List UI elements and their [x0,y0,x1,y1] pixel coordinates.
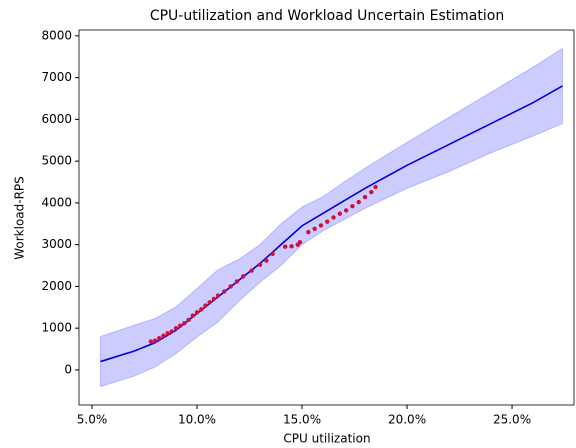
x-tick-label: 5.0% [77,413,108,427]
data-point [331,215,336,220]
data-point [203,303,208,308]
data-point [190,313,196,318]
data-point [325,219,330,224]
y-tick-label: 2000 [41,279,72,293]
y-tick-label: 3000 [41,237,72,251]
data-point [312,226,317,231]
data-point [161,333,166,338]
data-point [215,293,221,298]
data-point [234,279,240,284]
data-point [283,244,288,249]
plot-frame [78,29,575,406]
data-point [289,244,294,249]
y-tick-label: 1000 [41,321,72,335]
data-point [148,339,154,344]
chart-title: CPU-utilization and Workload Uncertain E… [150,8,504,24]
data-point [297,239,303,245]
data-point [362,194,368,200]
data-point [264,258,269,263]
data-point [157,335,162,341]
data-point [337,211,343,216]
data-point [257,262,263,267]
y-tick-label: 7000 [41,70,72,84]
y-tick-label: 5000 [41,154,72,168]
data-point [249,268,254,273]
data-point [165,330,170,336]
data-point [211,296,217,302]
data-point [194,310,200,315]
x-axis-label: CPU utilization [283,432,370,446]
data-point [207,300,212,305]
y-axis-label: Workload-RPS [13,176,27,260]
data-point [182,320,187,326]
x-tick-label: 10.0% [178,413,216,427]
data-point [369,189,374,195]
y-tick-label: 6000 [41,112,72,126]
data-point [343,208,349,213]
y-tick-label: 4000 [41,195,72,209]
data-point [350,204,355,209]
data-point [173,325,179,331]
data-point [356,199,361,205]
data-point [186,317,191,323]
y-tick-label: 0 [64,362,72,376]
data-point [199,307,204,312]
data-point [241,274,246,279]
data-point [228,284,233,289]
data-point [152,338,158,343]
data-point [178,323,183,328]
x-tick-label: 15.0% [283,413,321,427]
data-point [222,289,227,294]
x-tick-label: 20.0% [388,413,426,427]
data-point [270,251,275,257]
data-point [373,184,378,190]
data-point [306,229,311,235]
data-point [318,223,324,228]
x-tick-label: 25.0% [493,413,531,427]
y-tick-label: 8000 [41,28,72,42]
data-point [169,329,175,334]
